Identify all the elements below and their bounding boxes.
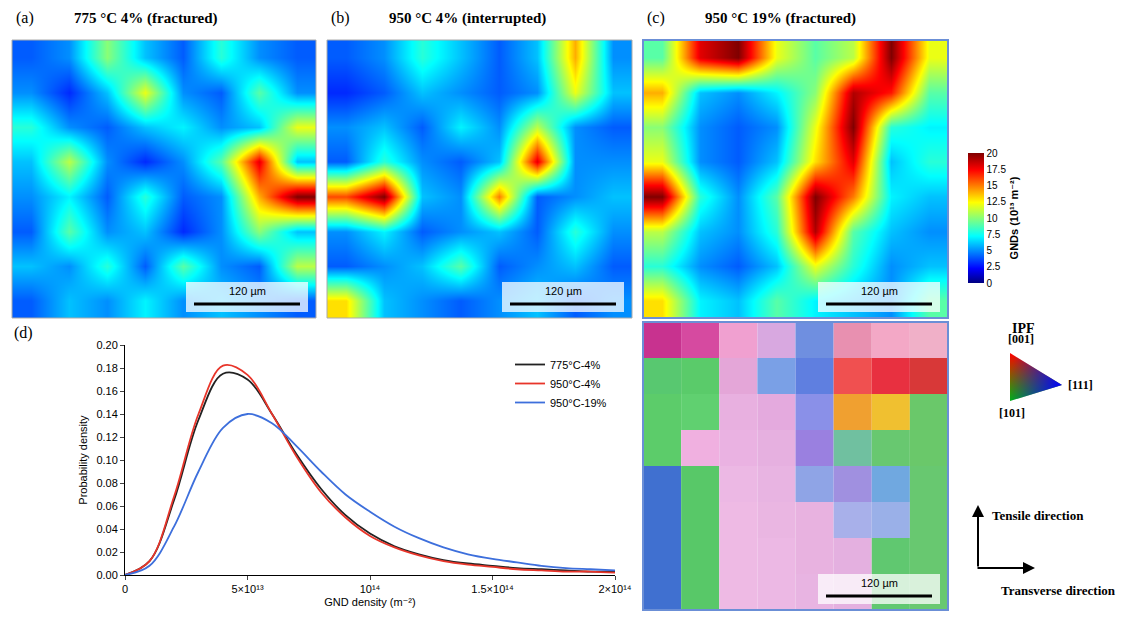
svg-text:0: 0: [987, 278, 993, 289]
svg-text:(a): (a): [16, 9, 34, 27]
svg-text:950 °C 4% (interrupted): 950 °C 4% (interrupted): [389, 10, 546, 27]
svg-text:20: 20: [987, 148, 999, 159]
svg-text:7.5: 7.5: [987, 229, 1001, 240]
svg-text:GND density (m⁻²): GND density (m⁻²): [324, 596, 415, 608]
svg-text:[111]: [111]: [1068, 378, 1093, 392]
svg-text:120 µm: 120 µm: [229, 285, 266, 297]
svg-text:10: 10: [987, 213, 999, 224]
svg-text:120 µm: 120 µm: [861, 285, 898, 297]
svg-text:Tensile direction: Tensile direction: [992, 508, 1084, 523]
svg-text:950°C-4%: 950°C-4%: [550, 378, 600, 390]
svg-text:1.5×10¹⁴: 1.5×10¹⁴: [471, 583, 514, 595]
svg-text:775°C-4%: 775°C-4%: [550, 359, 600, 371]
svg-text:GNDs (10¹³ m⁻²): GNDs (10¹³ m⁻²): [1008, 176, 1020, 259]
svg-text:0.16: 0.16: [96, 385, 117, 397]
svg-text:IPF: IPF: [1012, 321, 1035, 336]
svg-text:17.5: 17.5: [987, 164, 1007, 175]
svg-text:[001]: [001]: [1008, 332, 1034, 346]
svg-text:(b): (b): [331, 9, 350, 27]
svg-text:Transverse direction: Transverse direction: [1001, 583, 1116, 598]
svg-text:0.14: 0.14: [96, 408, 117, 420]
svg-text:0.00: 0.00: [96, 569, 117, 581]
svg-text:Probability density: Probability density: [77, 415, 89, 505]
svg-text:950 °C 19% (fractured): 950 °C 19% (fractured): [705, 10, 856, 27]
svg-text:15: 15: [987, 180, 999, 191]
svg-text:0.02: 0.02: [96, 546, 117, 558]
svg-text:[101]: [101]: [999, 406, 1025, 420]
svg-text:2×10¹⁴: 2×10¹⁴: [598, 583, 631, 595]
svg-text:10¹⁴: 10¹⁴: [360, 583, 381, 595]
svg-text:(d): (d): [14, 324, 33, 342]
svg-text:0.08: 0.08: [96, 477, 117, 489]
svg-text:0.10: 0.10: [96, 454, 117, 466]
svg-text:120 µm: 120 µm: [545, 285, 582, 297]
svg-text:5×10¹³: 5×10¹³: [231, 583, 263, 595]
svg-text:2.5: 2.5: [987, 261, 1001, 272]
svg-text:5: 5: [987, 245, 993, 256]
svg-text:0.12: 0.12: [96, 431, 117, 443]
svg-text:0.04: 0.04: [96, 523, 117, 535]
svg-text:12.5: 12.5: [987, 196, 1007, 207]
svg-text:120 µm: 120 µm: [861, 577, 898, 589]
svg-text:0.18: 0.18: [96, 362, 117, 374]
svg-text:(c): (c): [647, 9, 665, 27]
svg-text:0: 0: [122, 583, 128, 595]
svg-text:775 °C 4% (fractured): 775 °C 4% (fractured): [74, 10, 218, 27]
svg-text:950°C-19%: 950°C-19%: [550, 397, 607, 409]
svg-text:0.20: 0.20: [96, 339, 117, 351]
svg-text:0.06: 0.06: [96, 500, 117, 512]
